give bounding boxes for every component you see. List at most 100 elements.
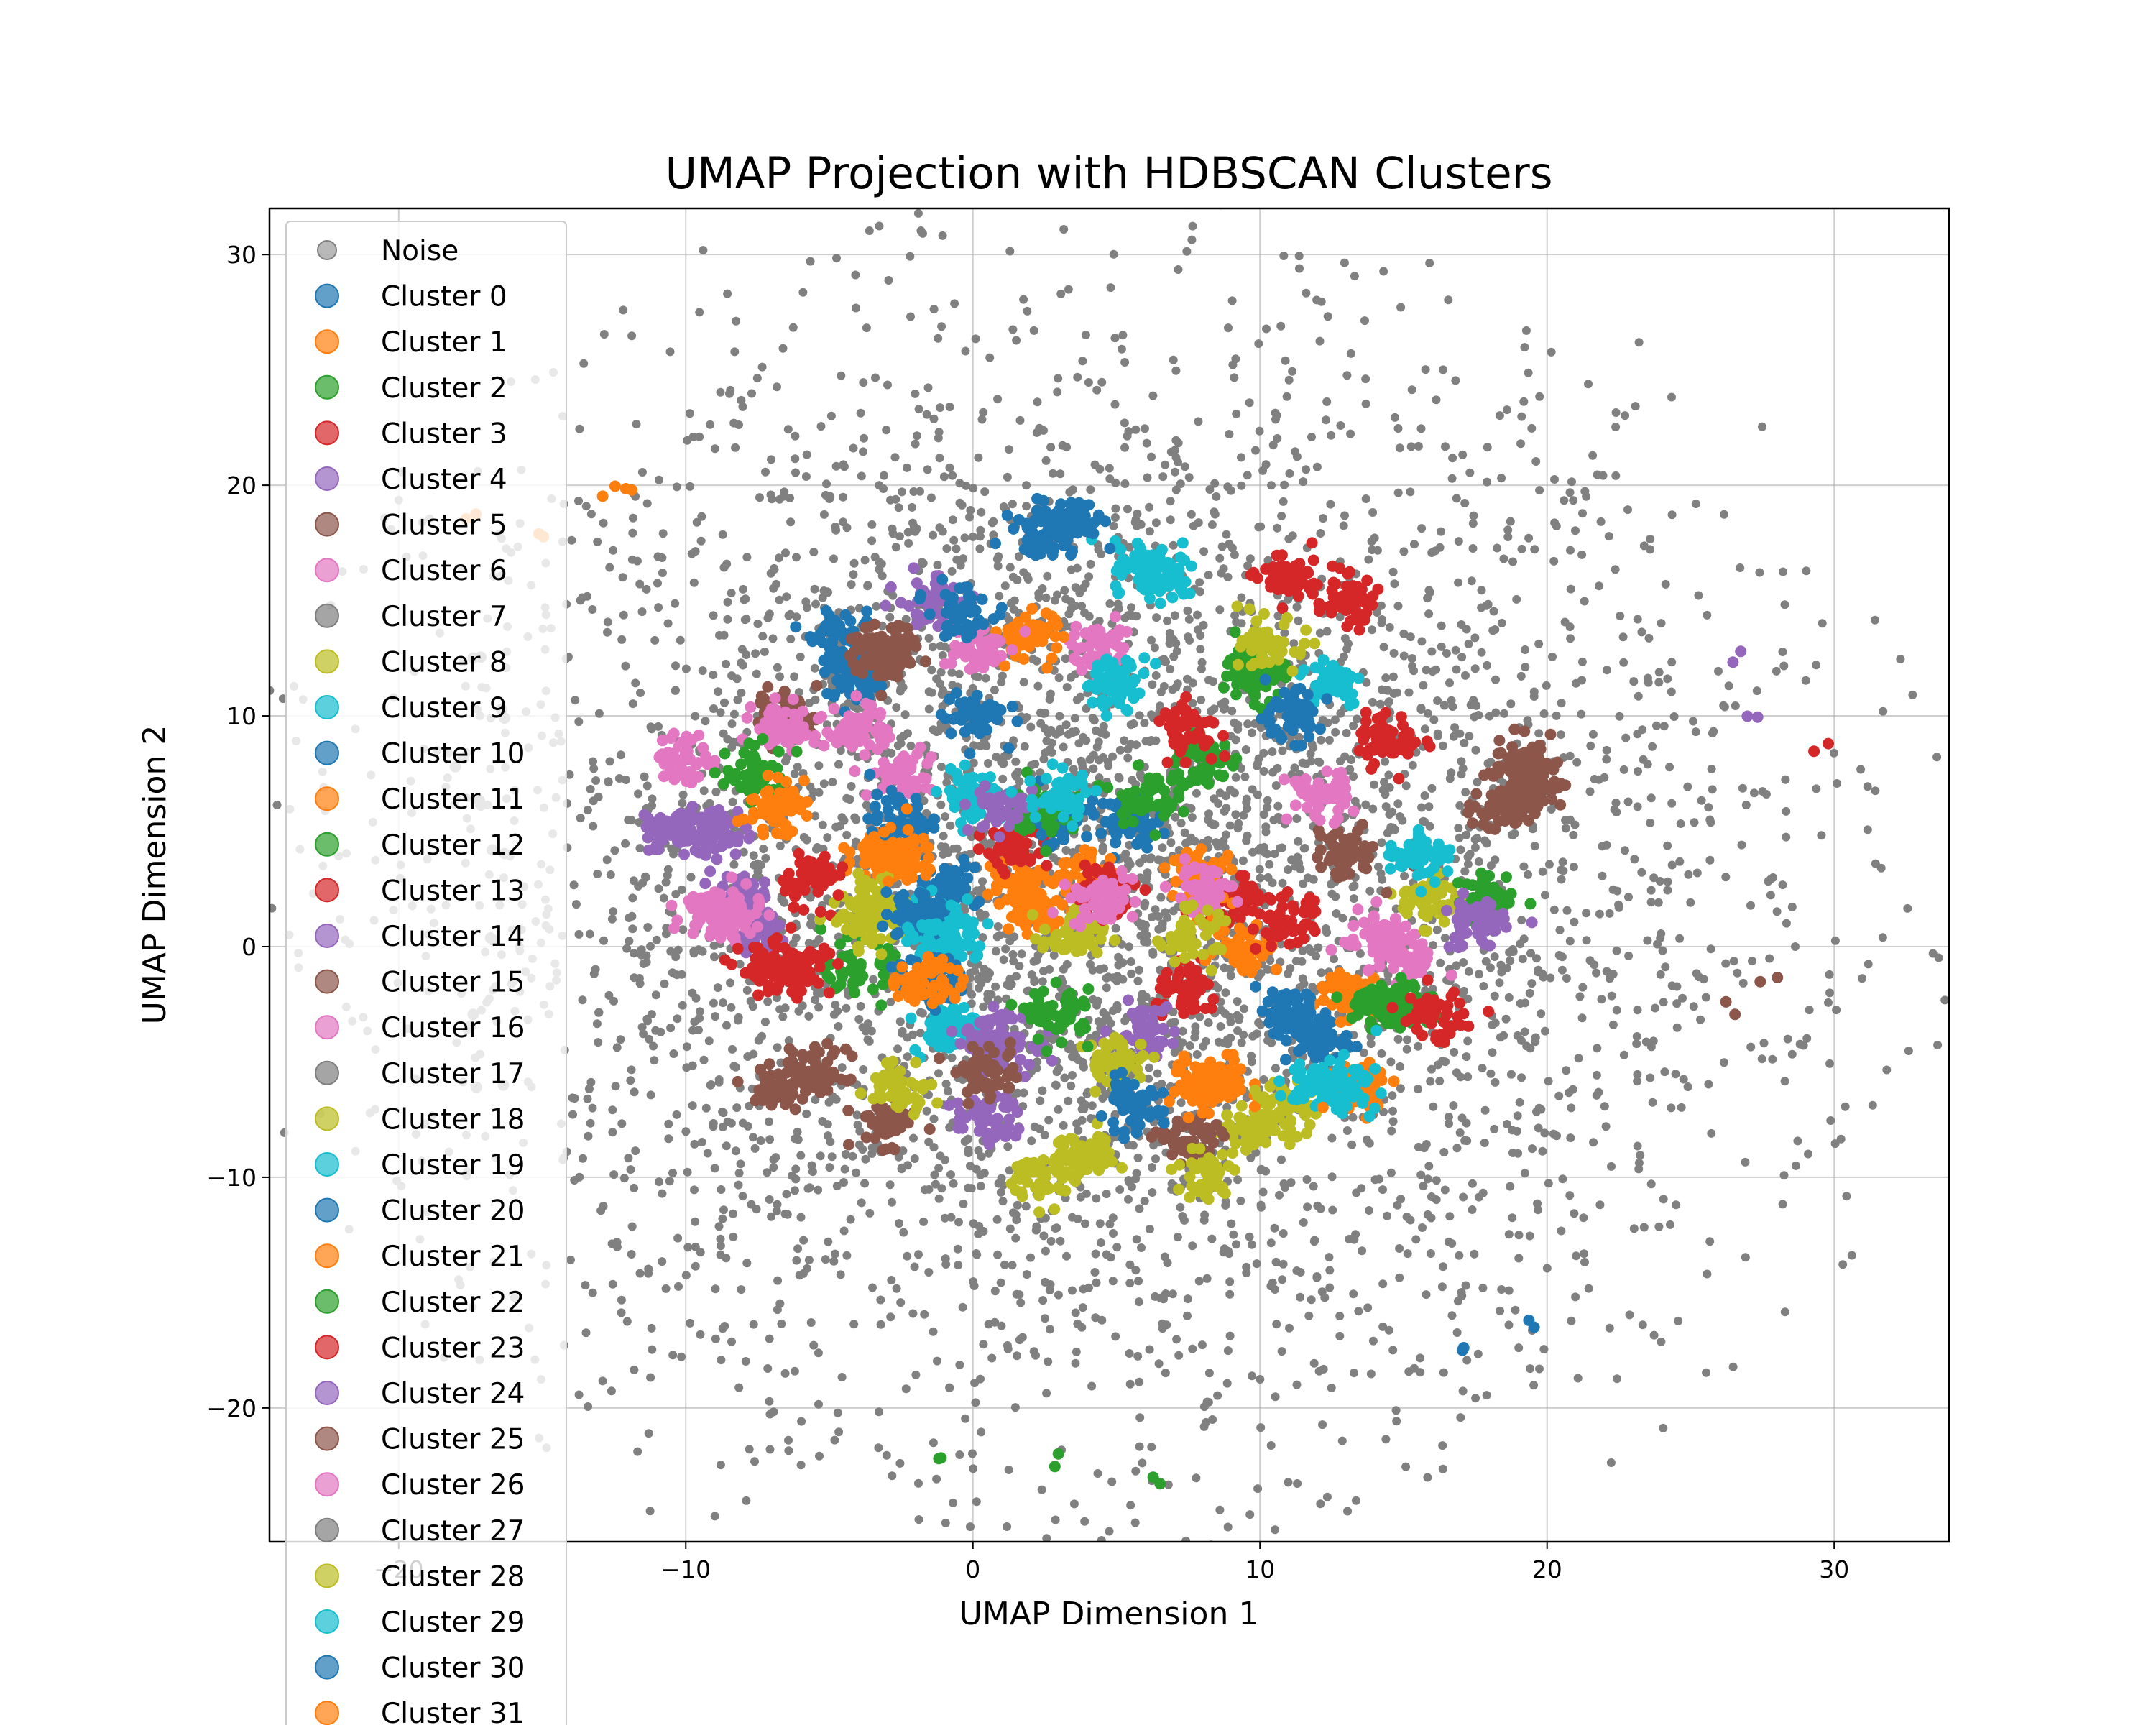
noise-point bbox=[697, 1138, 706, 1146]
noise-point bbox=[906, 312, 915, 321]
noise-point bbox=[1417, 524, 1427, 533]
noise-point bbox=[1176, 819, 1186, 828]
noise-point bbox=[1491, 1077, 1500, 1087]
noise-point bbox=[1054, 1290, 1063, 1300]
noise-point bbox=[627, 1065, 636, 1075]
noise-point bbox=[1497, 618, 1506, 627]
noise-point bbox=[688, 1101, 697, 1110]
noise-point bbox=[1156, 687, 1166, 696]
noise-point bbox=[1071, 1358, 1080, 1368]
noise-point bbox=[653, 579, 662, 588]
noise-point bbox=[1541, 891, 1549, 900]
noise-point bbox=[1293, 1479, 1302, 1488]
noise-point bbox=[711, 787, 721, 796]
noise-point bbox=[1152, 613, 1161, 622]
noise-point bbox=[1056, 727, 1065, 737]
noise-point bbox=[1706, 944, 1715, 954]
noise-point bbox=[1325, 1266, 1335, 1275]
noise-point bbox=[637, 468, 647, 477]
noise-point bbox=[624, 815, 633, 824]
noise-point bbox=[676, 635, 685, 645]
noise-point bbox=[1565, 751, 1575, 760]
noise-point bbox=[1657, 619, 1666, 628]
noise-point bbox=[1459, 958, 1468, 967]
noise-point bbox=[738, 1192, 747, 1201]
noise-point bbox=[1225, 1277, 1235, 1287]
noise-point bbox=[1582, 908, 1591, 918]
noise-point bbox=[1502, 1120, 1511, 1128]
noise-point bbox=[1125, 942, 1133, 952]
noise-point bbox=[1346, 349, 1355, 358]
noise-point bbox=[729, 1062, 739, 1071]
noise-point bbox=[977, 415, 987, 424]
noise-point bbox=[1423, 1473, 1432, 1482]
noise-point bbox=[805, 699, 814, 707]
noise-point bbox=[1126, 1501, 1135, 1510]
noise-point bbox=[842, 830, 852, 840]
noise-point bbox=[1112, 1004, 1122, 1013]
noise-point bbox=[1121, 849, 1130, 858]
noise-point bbox=[1429, 1102, 1438, 1111]
noise-point bbox=[1485, 712, 1494, 721]
noise-point bbox=[909, 487, 918, 496]
noise-point bbox=[1478, 1188, 1488, 1197]
noise-point bbox=[769, 1155, 778, 1164]
noise-point bbox=[880, 471, 888, 480]
noise-point bbox=[1015, 415, 1025, 425]
noise-point bbox=[1419, 1144, 1429, 1153]
noise-point bbox=[688, 433, 698, 441]
noise-point bbox=[1352, 1188, 1361, 1197]
noise-point bbox=[1457, 1288, 1466, 1297]
noise-point bbox=[886, 1312, 895, 1322]
noise-point bbox=[958, 1302, 967, 1312]
noise-point bbox=[1705, 855, 1715, 865]
noise-point bbox=[690, 1185, 699, 1195]
noise-point bbox=[1593, 1044, 1602, 1053]
noise-point bbox=[1455, 1128, 1465, 1137]
noise-point bbox=[1388, 1091, 1397, 1100]
noise-point bbox=[949, 535, 959, 545]
noise-point bbox=[1092, 385, 1102, 395]
noise-point bbox=[1533, 1199, 1542, 1208]
noise-point bbox=[1282, 1068, 1291, 1077]
noise-point bbox=[735, 960, 745, 969]
noise-point bbox=[1621, 733, 1631, 742]
noise-point bbox=[1778, 1200, 1787, 1209]
noise-point bbox=[1555, 926, 1565, 934]
noise-point bbox=[815, 1451, 824, 1460]
noise-point bbox=[1041, 1246, 1050, 1256]
noise-point bbox=[1486, 1069, 1496, 1078]
noise-point bbox=[1778, 648, 1787, 656]
noise-point bbox=[837, 813, 847, 822]
noise-point bbox=[1554, 1091, 1564, 1100]
noise-point bbox=[1045, 745, 1054, 754]
noise-point bbox=[1383, 1211, 1392, 1220]
noise-point bbox=[896, 1298, 906, 1307]
noise-point bbox=[1438, 1262, 1447, 1271]
noise-point bbox=[976, 525, 985, 535]
noise-point bbox=[1338, 914, 1348, 923]
noise-point bbox=[1454, 824, 1463, 833]
noise-point bbox=[1348, 1140, 1357, 1149]
noise-point bbox=[863, 1035, 872, 1044]
noise-point bbox=[950, 299, 959, 308]
noise-point bbox=[1458, 1386, 1468, 1396]
noise-point bbox=[1279, 497, 1288, 506]
noise-point bbox=[594, 792, 603, 801]
noise-point bbox=[719, 998, 727, 1008]
noise-point bbox=[1070, 714, 1079, 723]
noise-point bbox=[1202, 1274, 1212, 1283]
noise-point bbox=[1272, 1320, 1281, 1329]
noise-point bbox=[1133, 1351, 1143, 1361]
noise-point bbox=[628, 528, 637, 538]
noise-point bbox=[931, 1179, 940, 1189]
noise-point bbox=[920, 1310, 929, 1319]
noise-point bbox=[1235, 1013, 1244, 1022]
noise-point bbox=[829, 1256, 839, 1266]
noise-point bbox=[801, 597, 811, 607]
noise-point bbox=[956, 1583, 964, 1591]
noise-point bbox=[1517, 544, 1526, 553]
noise-point bbox=[947, 668, 957, 677]
noise-point bbox=[1805, 1006, 1814, 1015]
noise-point bbox=[714, 1222, 724, 1231]
